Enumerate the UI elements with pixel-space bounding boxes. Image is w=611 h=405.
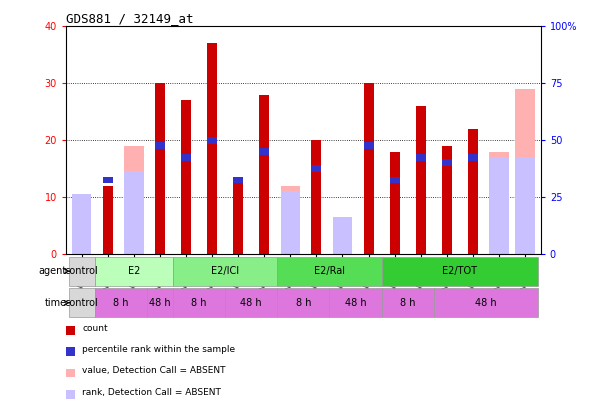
- Bar: [72, 197, 92, 254]
- Bar: [382, 257, 538, 286]
- Text: 48 h: 48 h: [475, 298, 497, 308]
- Bar: [124, 171, 144, 178]
- Bar: [124, 174, 144, 254]
- Bar: [155, 83, 165, 254]
- Text: percentile rank within the sample: percentile rank within the sample: [82, 345, 236, 354]
- Bar: [280, 191, 300, 254]
- Text: E2/Ral: E2/Ral: [314, 266, 345, 276]
- Text: control: control: [65, 266, 98, 276]
- Text: E2/TOT: E2/TOT: [442, 266, 477, 276]
- Text: 8 h: 8 h: [296, 298, 311, 308]
- Bar: [515, 89, 535, 254]
- Text: 8 h: 8 h: [191, 298, 207, 308]
- Bar: [277, 257, 382, 286]
- Text: E2/ICI: E2/ICI: [211, 266, 239, 276]
- Bar: [364, 143, 373, 149]
- Bar: [390, 177, 400, 183]
- Bar: [489, 157, 509, 254]
- Bar: [416, 154, 426, 161]
- Bar: [259, 95, 269, 254]
- Bar: [124, 146, 144, 254]
- Text: GDS881 / 32149_at: GDS881 / 32149_at: [66, 12, 194, 25]
- Bar: [416, 106, 426, 254]
- Text: 48 h: 48 h: [240, 298, 262, 308]
- Bar: [434, 288, 538, 318]
- Bar: [181, 154, 191, 161]
- Text: count: count: [82, 324, 108, 333]
- Bar: [382, 288, 434, 318]
- Bar: [312, 165, 321, 172]
- Bar: [181, 100, 191, 254]
- Text: value, Detection Call = ABSENT: value, Detection Call = ABSENT: [82, 367, 226, 375]
- Text: agent: agent: [38, 266, 67, 276]
- Bar: [333, 217, 353, 254]
- Bar: [68, 257, 95, 286]
- Bar: [280, 185, 300, 254]
- Bar: [468, 154, 478, 161]
- Bar: [225, 288, 277, 318]
- Text: time: time: [45, 298, 67, 308]
- Bar: [329, 288, 382, 318]
- Bar: [489, 151, 509, 254]
- Text: E2: E2: [128, 266, 140, 276]
- Bar: [277, 288, 329, 318]
- Bar: [207, 43, 217, 254]
- Bar: [72, 194, 92, 254]
- Bar: [103, 185, 112, 254]
- Bar: [147, 288, 173, 318]
- Bar: [442, 160, 452, 166]
- Text: 48 h: 48 h: [345, 298, 367, 308]
- Bar: [95, 257, 173, 286]
- Bar: [259, 148, 269, 155]
- Text: 8 h: 8 h: [113, 298, 128, 308]
- Bar: [442, 146, 452, 254]
- Text: 8 h: 8 h: [400, 298, 415, 308]
- Bar: [207, 137, 217, 143]
- Bar: [468, 129, 478, 254]
- Text: rank, Detection Call = ABSENT: rank, Detection Call = ABSENT: [82, 388, 221, 397]
- Bar: [173, 288, 225, 318]
- Bar: [95, 288, 147, 318]
- Bar: [68, 288, 95, 318]
- Bar: [233, 180, 243, 254]
- Bar: [515, 157, 535, 254]
- Text: control: control: [65, 298, 98, 308]
- Bar: [233, 177, 243, 183]
- Bar: [390, 151, 400, 254]
- Text: 48 h: 48 h: [149, 298, 170, 308]
- Bar: [155, 143, 165, 149]
- Bar: [333, 220, 353, 254]
- Bar: [312, 140, 321, 254]
- Bar: [364, 83, 373, 254]
- Bar: [173, 257, 277, 286]
- Bar: [103, 177, 112, 183]
